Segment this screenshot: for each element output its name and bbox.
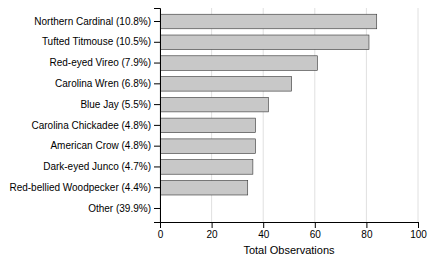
y-tick-mark [154,63,160,64]
grid-line [418,8,419,222]
x-tick: 0 [158,222,164,240]
y-tick: American Crow (4.8%) [50,140,160,151]
y-tick: Carolina Chickadee (4.8%) [31,120,160,131]
y-tick: Red-eyed Vireo (7.9%) [49,57,160,68]
y-tick-label: Dark-eyed Junco (4.7%) [43,161,151,172]
y-tick: Blue Jay (5.5%) [80,99,160,110]
y-tick-label: Other (39.9%) [88,203,151,214]
bar [160,35,369,50]
y-axis-line [154,9,161,223]
y-tick-mark [154,166,160,167]
y-tick-label: Northern Cardinal (10.8%) [34,16,151,27]
x-tick-label: 0 [158,229,164,240]
y-tick-mark [154,104,160,105]
x-tick: 100 [410,222,427,240]
x-tick-mark [263,222,264,228]
y-tick-label: Blue Jay (5.5%) [80,99,151,110]
y-tick-mark [154,125,160,126]
bar [160,180,248,195]
x-tick-mark [418,222,419,228]
x-tick-label: 100 [410,229,427,240]
y-tick: Red-bellied Woodpecker (4.4%) [9,182,160,193]
y-tick-label: Tufted Titmouse (10.5%) [42,36,151,47]
bar [160,56,317,71]
bar [160,160,253,175]
y-tick-mark [154,83,160,84]
x-axis-title: Total Observations [243,244,335,256]
x-axis-line [161,223,419,229]
y-tick-label: Carolina Chickadee (4.8%) [31,120,151,131]
x-tick-label: 60 [310,229,322,240]
bar [160,97,268,112]
y-tick-label: American Crow (4.8%) [50,140,151,151]
y-axis: Other (39.9%) Red-bellied Woodpecker (4.4… [9,9,160,223]
bar [160,14,377,29]
x-tick-label: 40 [258,229,270,240]
y-tick: Other (39.9%) [88,203,160,214]
plot: 0 20 40 60 80 100 Other (39.9%) Red-bellied Woo… [9,8,427,240]
x-tick: 80 [361,222,373,240]
x-tick: 20 [207,222,219,240]
x-tick-mark [366,222,367,228]
x-tick-mark [315,222,316,228]
bar [160,77,292,92]
x-tick: 40 [258,222,270,240]
y-tick: Northern Cardinal (10.8%) [34,16,160,27]
x-axis: 0 20 40 60 80 100 [158,222,428,240]
y-tick-mark [154,21,160,22]
y-tick: Tufted Titmouse (10.5%) [42,36,160,47]
y-tick-mark [154,42,160,43]
x-tick-label: 80 [361,229,373,240]
x-tick-mark [212,222,213,228]
bar [160,118,255,133]
y-tick: Carolina Wren (6.8%) [55,78,160,89]
y-tick-mark [154,187,160,188]
grid [160,8,418,222]
y-tick-label: Carolina Wren (6.8%) [55,78,151,89]
y-tick-mark [154,208,160,209]
x-tick-label: 20 [207,229,219,240]
bar [160,139,255,154]
chart: 0 20 40 60 80 100 Other (39.9%) Red-bellied Woo… [0,0,434,260]
y-tick: Dark-eyed Junco (4.7%) [43,161,160,172]
y-tick-label: Red-eyed Vireo (7.9%) [49,57,151,68]
y-tick-mark [154,146,160,147]
y-tick-label: Red-bellied Woodpecker (4.4%) [9,182,151,193]
bars [160,14,377,195]
x-tick: 60 [310,222,322,240]
